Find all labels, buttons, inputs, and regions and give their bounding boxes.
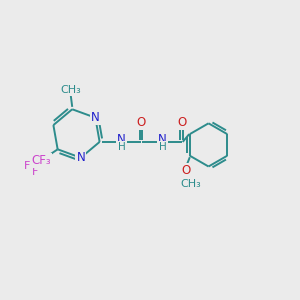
Text: N: N <box>76 151 85 164</box>
Text: N: N <box>91 111 100 124</box>
Text: H: H <box>159 142 167 152</box>
Text: F: F <box>24 161 30 171</box>
Text: CF₃: CF₃ <box>31 154 51 167</box>
Text: H: H <box>118 142 125 152</box>
Text: F: F <box>32 167 38 177</box>
Text: CH₃: CH₃ <box>60 85 81 95</box>
Text: N: N <box>158 133 167 146</box>
Text: O: O <box>181 164 190 177</box>
Text: O: O <box>177 116 186 129</box>
Text: N: N <box>117 133 126 146</box>
Text: CH₃: CH₃ <box>181 178 201 189</box>
Text: F: F <box>32 155 38 165</box>
Text: O: O <box>136 116 146 129</box>
